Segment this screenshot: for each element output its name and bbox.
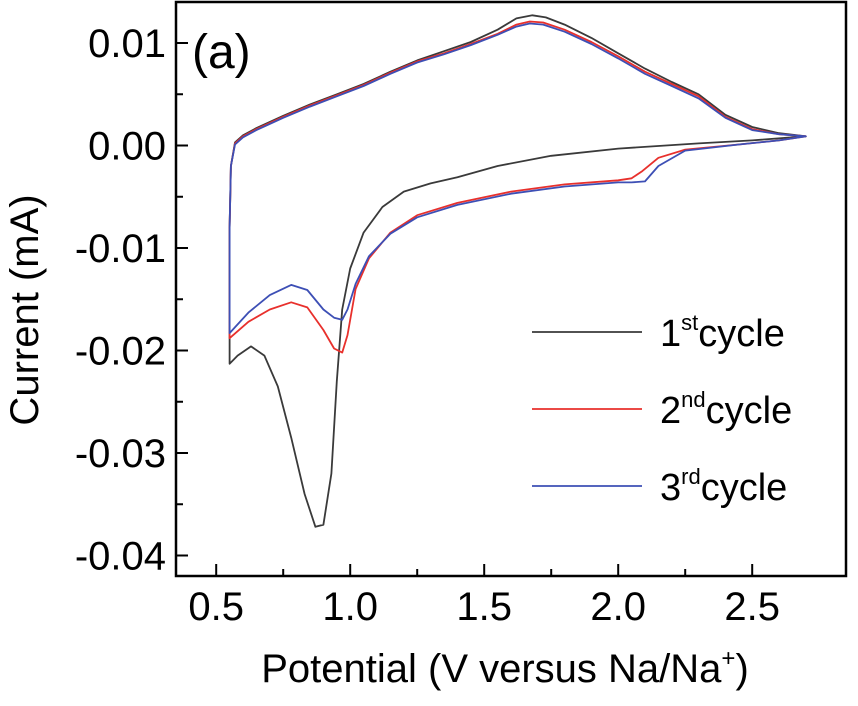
series-line-2 [228,20,807,354]
legend-label-3: 3rdcycle [660,464,787,509]
tick-labels: 0.5 1.0 1.5 2.0 2.5 0.01 0.00 -0.01 -0.02 -0.03 -0… [75,22,780,629]
x-axis-title-main: Potential (V versus Na/Na [261,647,722,691]
series-line-1 [228,14,807,528]
legend-ordinal: rd [681,464,701,489]
x-tick-label: 0.5 [188,585,244,629]
plot-frame [174,0,848,578]
legend-label-1: 1stcycle [660,310,785,355]
legend-word: cycle [698,313,785,355]
x-tick-label: 1.0 [322,585,378,629]
x-tick-label: 1.5 [456,585,512,629]
panel-label: (a) [192,26,251,79]
x-axis-title: Potential (V versus Na/Na+) [261,645,749,691]
axis-ticks [176,42,754,576]
x-axis-title-end: ) [735,647,748,691]
x-tick-label: 2.5 [724,585,780,629]
y-axis-title: Current (mA) [3,194,47,425]
legend-label-2: 2ndcycle [660,387,792,432]
y-tick-label: -0.01 [75,227,166,271]
series-layer [228,14,807,528]
y-tick-label: -0.02 [75,330,166,374]
series-line-3 [228,22,807,334]
y-tick-label: -0.03 [75,432,166,476]
y-tick-label: 0.00 [88,125,166,169]
x-axis-title-sup: + [721,645,735,672]
y-tick-label: -0.04 [75,535,166,579]
legend-ordinal: st [681,310,698,335]
legend-number: 1 [660,313,681,355]
legend-ordinal: nd [681,387,705,412]
legend-number: 3 [660,467,681,509]
x-tick-label: 2.0 [590,585,646,629]
legend-word: cycle [701,467,788,509]
legend-number: 2 [660,390,681,432]
y-tick-label: 0.01 [88,22,166,66]
legend-word: cycle [706,390,793,432]
